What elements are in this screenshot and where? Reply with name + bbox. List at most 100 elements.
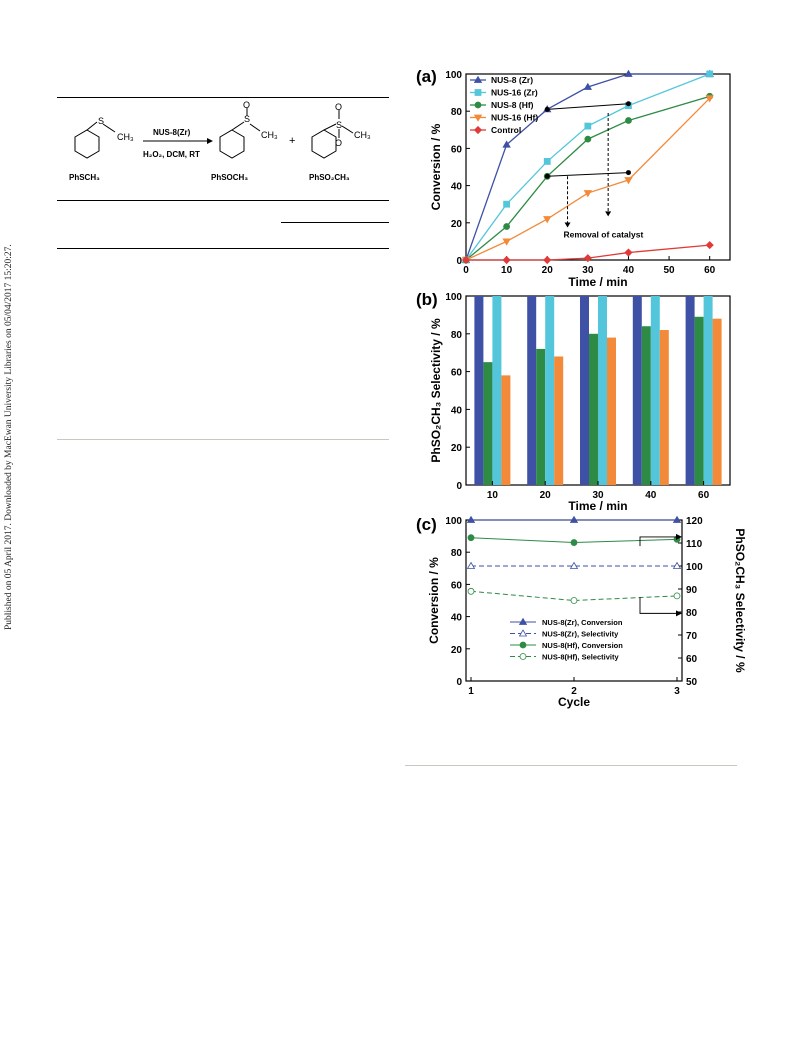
panel-c-point bbox=[466, 561, 476, 569]
panel-c-point bbox=[672, 561, 682, 569]
panel-a-point bbox=[502, 140, 511, 148]
panel-c-xtick-label: 1 bbox=[468, 686, 474, 697]
panel-b-bar bbox=[685, 296, 695, 485]
publication-side-note: Published on 05 April 2017. Downloaded b… bbox=[4, 244, 24, 640]
panel-b-bar bbox=[580, 296, 589, 485]
panel-c-ytick-right-label: 90 bbox=[686, 585, 698, 596]
panel-a-leach-point bbox=[544, 106, 550, 112]
panel-a-xtick-label: 40 bbox=[623, 265, 635, 276]
panel-b-label: (b) bbox=[416, 290, 438, 309]
panel-b-bar bbox=[536, 348, 546, 485]
panel-a-legend-text: NUS-16 (Zr) bbox=[491, 88, 538, 98]
panel-a-point bbox=[625, 117, 632, 124]
panel-a-series-line bbox=[465, 95, 710, 261]
panel-a-point bbox=[624, 248, 633, 257]
panel-b-ytick-label: 0 bbox=[456, 481, 462, 492]
panel-c-point bbox=[467, 587, 475, 595]
panel-a-point bbox=[503, 223, 511, 230]
panel-b-ylabel: PhSO₂CH₃ Selectivity / % bbox=[429, 318, 443, 463]
reactant-ch3: CH₃ bbox=[117, 132, 134, 142]
panel-b-xtick-label: 30 bbox=[592, 490, 604, 501]
panel-a-leach-point bbox=[625, 101, 631, 107]
panel-b-ytick-label: 60 bbox=[451, 368, 463, 379]
panel-c-ytick-right-label: 80 bbox=[686, 608, 698, 619]
panel-b-xtick-label: 40 bbox=[645, 490, 657, 501]
figure-bottom-rule bbox=[405, 765, 737, 766]
panel-a-xtick-label: 0 bbox=[463, 265, 469, 276]
panel-b-bar bbox=[483, 362, 493, 485]
panel-a-xtick-label: 20 bbox=[542, 265, 554, 276]
panel-c-axis-arrow bbox=[639, 536, 676, 547]
panel-a-series-line bbox=[465, 73, 710, 261]
panel-a-leach-point bbox=[544, 173, 550, 179]
conditions-label: H₂O₂, DCM, RT bbox=[143, 150, 200, 159]
panel-a-legend-text: NUS-16 (Hf) bbox=[491, 113, 538, 123]
panel-c-ytick-right-label: 70 bbox=[686, 631, 698, 642]
panel-b-xtick-label: 10 bbox=[487, 490, 499, 501]
panel-c-point bbox=[570, 597, 578, 604]
panel-a-point bbox=[502, 238, 511, 246]
panel-c-ytick-right-label: 60 bbox=[686, 654, 698, 665]
panel-a-legend-marker bbox=[474, 101, 482, 109]
panel-a-series-line bbox=[466, 244, 710, 261]
panel-b-bar bbox=[607, 337, 616, 485]
product1-ch3: CH₃ bbox=[261, 130, 278, 140]
panel-a-point bbox=[543, 255, 552, 265]
panel-a-point bbox=[584, 122, 592, 130]
panel-a-point bbox=[584, 135, 592, 143]
panel-a-point bbox=[503, 200, 511, 208]
panel-a-legend-marker bbox=[473, 125, 483, 135]
side-note-text: Published on 05 April 2017. Downloaded b… bbox=[4, 244, 14, 630]
panel-c-point bbox=[569, 515, 579, 523]
panel-c-legend-marker bbox=[518, 617, 528, 625]
panel-c-xlabel: Cycle bbox=[558, 695, 590, 709]
panel-a-point bbox=[543, 158, 551, 165]
panel-c-ytick-right-label: 120 bbox=[686, 516, 703, 527]
product1-o: O bbox=[243, 100, 250, 110]
panel-b-bar bbox=[545, 296, 555, 485]
scheme-top-rule bbox=[57, 97, 389, 98]
panel-a-series-line bbox=[465, 73, 710, 261]
panel-c-legend-text: NUS-8(Zr), Conversion bbox=[542, 618, 623, 627]
panel-a-arrowhead bbox=[564, 222, 571, 228]
reactant-label: PhSCH₃ bbox=[69, 173, 100, 182]
panel-a-legend-marker bbox=[473, 114, 483, 122]
panel-b-bar bbox=[641, 326, 651, 485]
panel-b-xlabel: Time / min bbox=[568, 499, 627, 513]
panel-c-xtick-label: 3 bbox=[674, 686, 680, 697]
panel-c-legend-marker bbox=[519, 641, 527, 649]
panel-b-bar bbox=[527, 296, 537, 485]
panel-a-leach-line bbox=[547, 172, 629, 177]
panel-a-label: (a) bbox=[416, 67, 437, 86]
panel-c-ylabel-right: PhSO₂CH₃ Selectivity / % bbox=[733, 528, 745, 673]
panel-c-axis-arrowhead bbox=[676, 533, 682, 540]
panel-a-leach-line bbox=[547, 103, 629, 110]
panel-a-point bbox=[705, 241, 714, 250]
panel-b-ytick-label: 20 bbox=[451, 443, 463, 454]
panel-c-legend-text: NUS-8(Hf), Selectivity bbox=[542, 653, 620, 662]
panel-a-point bbox=[583, 82, 593, 90]
product2-label: PhSO₂CH₃ bbox=[309, 173, 350, 182]
panel-b-bar bbox=[632, 296, 642, 485]
product2-s: S bbox=[336, 120, 342, 130]
panel-a-point bbox=[461, 255, 471, 265]
panel-a-ytick-label: 0 bbox=[456, 256, 462, 267]
panel-a-ytick-label: 80 bbox=[451, 107, 463, 118]
panel-a-legend-text: Control bbox=[491, 125, 521, 135]
panel-a-ytick-label: 100 bbox=[445, 70, 462, 81]
panel-c-point bbox=[673, 592, 681, 600]
table-subheader-rule bbox=[281, 222, 389, 223]
panel-c-legend-text: NUS-8(Zr), Selectivity bbox=[542, 630, 619, 639]
panel-c-ytick-left-label: 0 bbox=[456, 677, 462, 688]
product1-structure bbox=[219, 108, 261, 159]
panel-c-label: (c) bbox=[416, 515, 437, 534]
panel-c-ytick-left-label: 100 bbox=[445, 516, 462, 527]
panel-a-xtick-label: 30 bbox=[582, 265, 594, 276]
product2-ch3: CH₃ bbox=[354, 130, 371, 140]
table-header-rule bbox=[57, 200, 389, 201]
panel-b-xtick-label: 60 bbox=[698, 490, 710, 501]
panel-b-bar bbox=[703, 296, 713, 485]
panel-c-ytick-left-label: 40 bbox=[451, 613, 463, 624]
panel-a-arrowhead bbox=[605, 211, 612, 217]
